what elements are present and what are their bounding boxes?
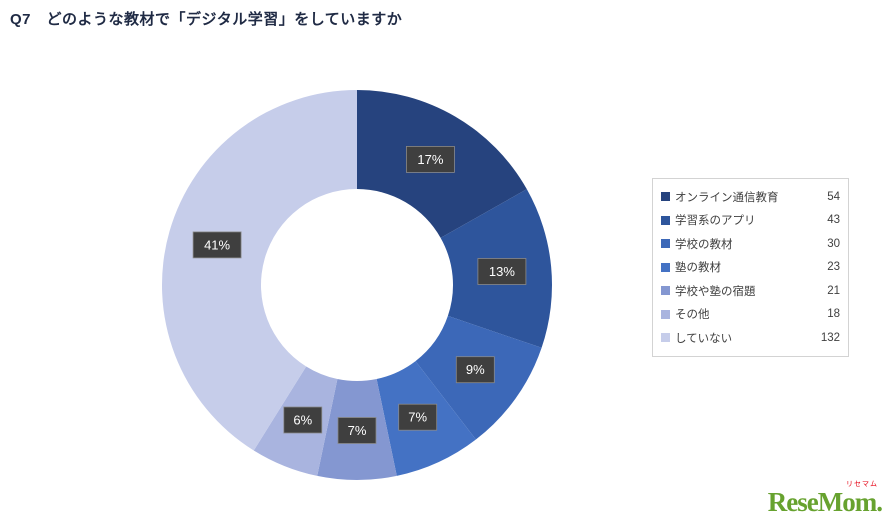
percent-label-text: 17% [417,152,443,167]
legend-label: その他 [675,309,710,322]
percent-label-box [192,231,242,259]
legend-swatch [661,286,670,296]
percent-label-4: 7% [337,417,377,444]
percent-label-text: 41% [204,237,230,252]
legend-swatch [661,333,670,343]
percent-label-text: 9% [466,362,485,377]
percent-label-box [283,406,323,434]
percent-label-text: 7% [408,410,427,425]
logo-text: ReseMom. [767,487,883,517]
legend-value: 23 [827,261,840,274]
donut-slice-6 [161,90,357,451]
percent-label-1: 13% [477,258,527,285]
resemom-logo: リセマム ReseMom. [767,481,883,517]
legend: オンライン通信教育 54 学習系のアプリ 43 学校の教材 30 塾の教材 23 学校や塾の宿題… [652,178,849,357]
percent-label-3: 7% [398,403,438,431]
percent-label-box [337,417,377,444]
legend-label: 学校の教材 [675,238,733,251]
logo-ruby-text: リセマム [846,481,878,488]
legend-item-4: 学校や塾の宿題 21 [661,279,840,303]
chart-title: Q7 どのような教材で「デジタル学習」をしていますか [10,11,403,28]
percent-label-box [405,145,455,173]
legend-value: 30 [827,237,840,250]
legend-swatch [661,239,670,249]
legend-item-2: 学校の教材 30 [661,232,840,256]
percent-label-text: 13% [489,264,515,279]
legend-item-6: していない 132 [661,326,840,350]
legend-label: 学習系のアプリ [675,215,756,228]
legend-item-1: 学習系のアプリ 43 [661,209,840,233]
percent-label-text: 7% [348,423,367,438]
legend-value: 132 [820,331,840,344]
legend-item-5: その他 18 [661,303,840,327]
legend-value: 21 [827,284,840,297]
legend-label: 塾の教材 [675,262,721,275]
percent-label-box [455,356,495,384]
legend-swatch [661,262,670,272]
legend-swatch [661,215,670,225]
percent-label-text: 6% [293,413,312,428]
legend-swatch [661,309,670,319]
legend-value: 54 [827,190,840,203]
percent-label-6: 41% [192,231,242,259]
legend-label: 学校や塾の宿題 [675,285,756,298]
legend-label: していない [675,332,733,345]
percent-label-2: 9% [455,356,495,384]
percent-label-0: 17% [405,145,455,173]
legend-value: 43 [827,214,840,227]
legend-value: 18 [827,308,840,321]
legend-swatch [661,192,670,202]
legend-item-0: オンライン通信教育 54 [661,185,840,209]
percent-label-5: 6% [283,406,323,434]
legend-item-3: 塾の教材 23 [661,256,840,280]
percent-label-box [477,258,527,285]
percent-label-box [398,403,438,431]
legend-label: オンライン通信教育 [675,191,779,204]
